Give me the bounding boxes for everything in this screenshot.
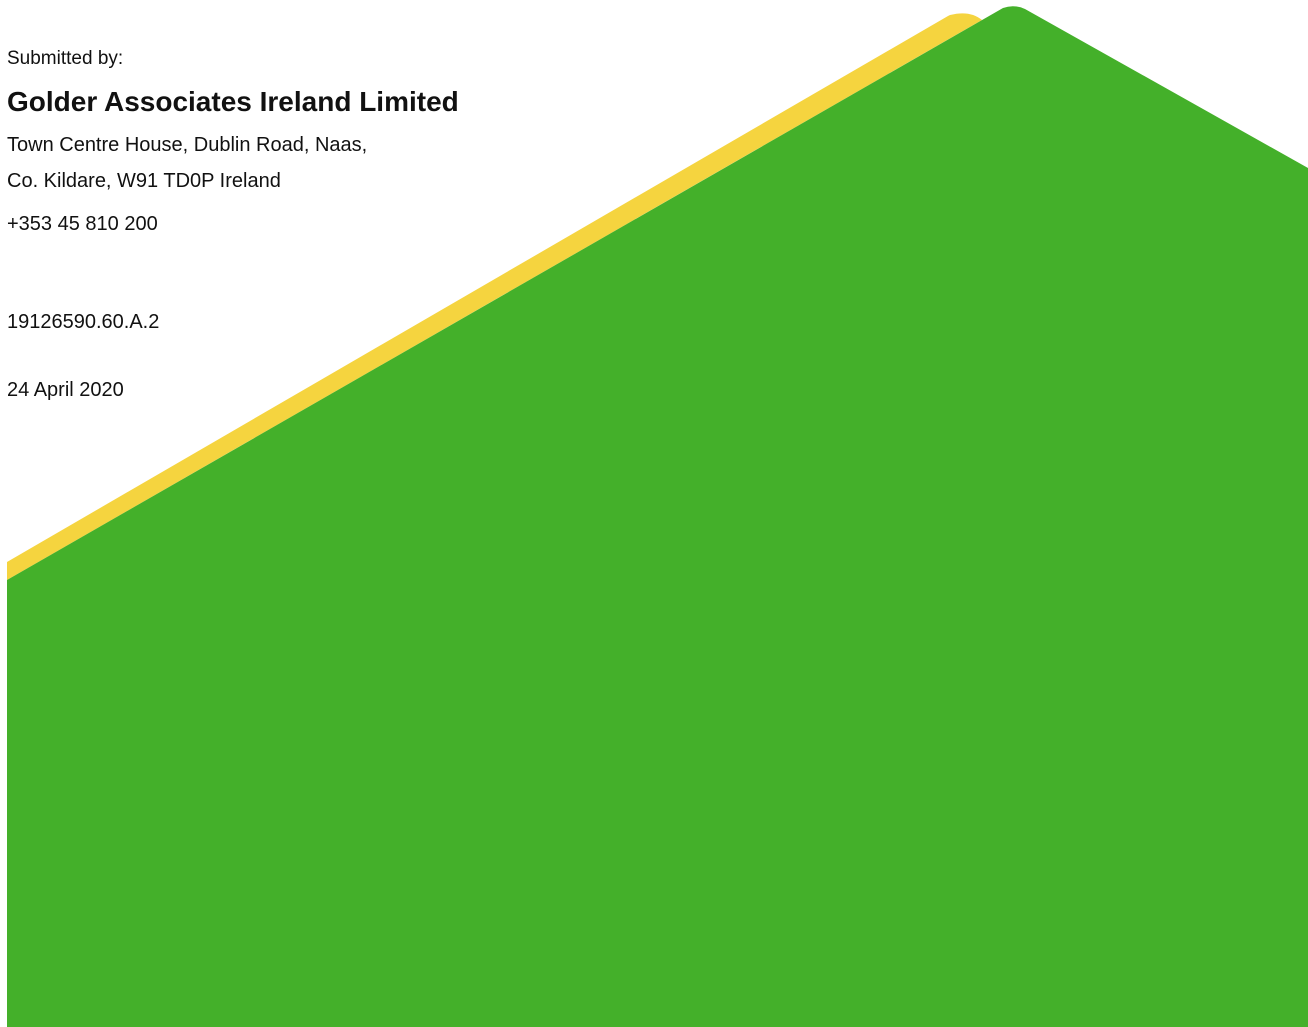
green-main-shape bbox=[7, 6, 1308, 1027]
report-reference: 19126590.60.A.2 bbox=[7, 311, 160, 333]
yellow-accent-band bbox=[7, 13, 982, 581]
company-name: Golder Associates Ireland Limited bbox=[7, 86, 459, 117]
submitted-by-label: Submitted by: bbox=[7, 48, 124, 69]
address-line-1: Town Centre House, Dublin Road, Naas, bbox=[7, 134, 368, 156]
address-line-2: Co. Kildare, W91 TD0P Ireland bbox=[7, 170, 281, 192]
phone-number: +353 45 810 200 bbox=[7, 213, 158, 235]
report-date: 24 April 2020 bbox=[7, 379, 124, 401]
